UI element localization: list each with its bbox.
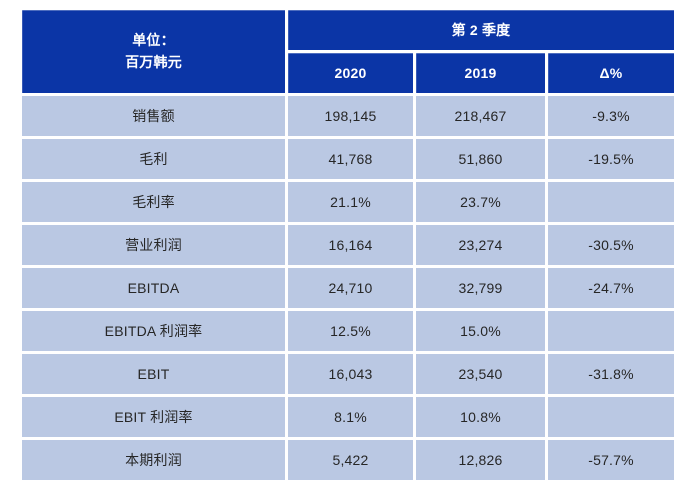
value-2020: 16,043 <box>288 354 413 394</box>
delta-value: -9.3% <box>548 96 674 136</box>
delta-value: -31.8% <box>548 354 674 394</box>
delta-value: -24.7% <box>548 268 674 308</box>
value-2019: 23,274 <box>416 225 545 265</box>
value-2020: 24,710 <box>288 268 413 308</box>
value-2019: 23.7% <box>416 182 545 222</box>
quarter-title: 第 2 季度 <box>451 22 511 38</box>
value-2020: 21.1% <box>288 182 413 222</box>
value-2020: 198,145 <box>288 96 413 136</box>
value-2019: 51,860 <box>416 139 545 179</box>
row-label: EBITDA <box>22 268 285 308</box>
value-2020: 41,768 <box>288 139 413 179</box>
value-2019: 12,826 <box>416 440 545 480</box>
delta-value <box>548 311 674 351</box>
row-label: 本期利润 <box>22 440 285 480</box>
column-header-2020: 2020 <box>288 53 413 93</box>
value-2019: 32,799 <box>416 268 545 308</box>
quarter-header-cell: 第 2 季度 <box>288 10 674 50</box>
row-label: EBITDA 利润率 <box>22 311 285 351</box>
row-label: 营业利润 <box>22 225 285 265</box>
column-header-delta: Δ% <box>548 53 674 93</box>
value-2019: 23,540 <box>416 354 545 394</box>
column-header-2019: 2019 <box>416 53 545 93</box>
delta-value: -30.5% <box>548 225 674 265</box>
row-label: EBIT <box>22 354 285 394</box>
unit-label-line2: 百万韩元 <box>125 53 182 70</box>
row-label: 销售额 <box>22 96 285 136</box>
value-2019: 218,467 <box>416 96 545 136</box>
financial-results-table: 单位： 百万韩元 第 2 季度 2020 2019 Δ% 销售额 198,145… <box>22 10 674 480</box>
delta-value: -57.7% <box>548 440 674 480</box>
value-2020: 8.1% <box>288 397 413 437</box>
delta-value <box>548 397 674 437</box>
value-2020: 12.5% <box>288 311 413 351</box>
row-label: EBIT 利润率 <box>22 397 285 437</box>
delta-value: -19.5% <box>548 139 674 179</box>
row-label: 毛利率 <box>22 182 285 222</box>
unit-label-line1: 单位： <box>132 31 175 48</box>
delta-value <box>548 182 674 222</box>
unit-header-cell: 单位： 百万韩元 <box>22 10 285 93</box>
value-2019: 10.8% <box>416 397 545 437</box>
row-label: 毛利 <box>22 139 285 179</box>
value-2020: 16,164 <box>288 225 413 265</box>
value-2020: 5,422 <box>288 440 413 480</box>
value-2019: 15.0% <box>416 311 545 351</box>
